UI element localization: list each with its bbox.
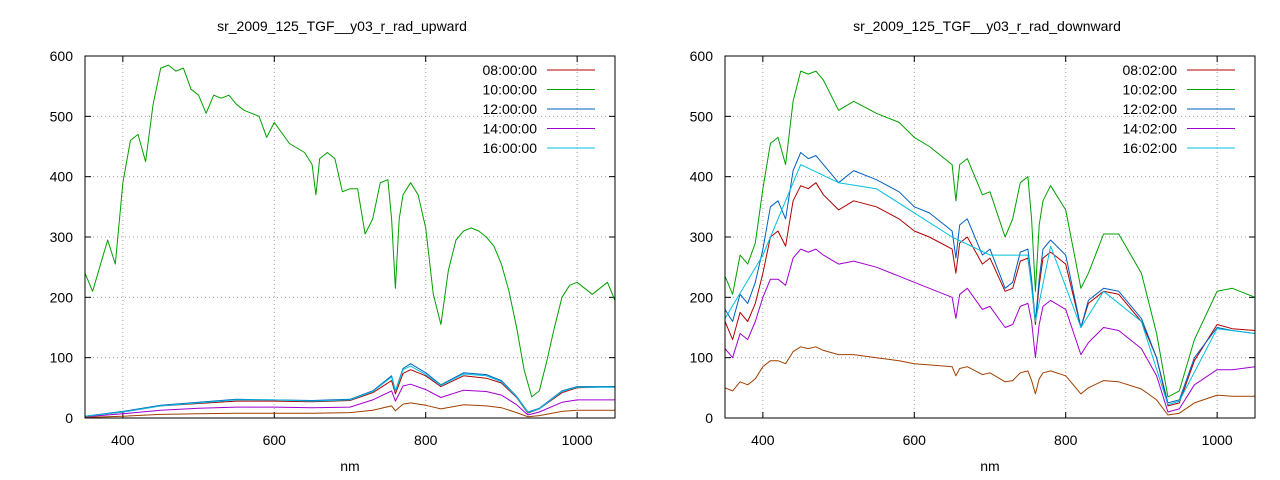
series-line-12-00-00 — [85, 363, 615, 417]
x-tick-label: 800 — [1054, 432, 1078, 448]
y-tick-label: 100 — [50, 350, 74, 366]
series-line-14-02-00 — [725, 248, 1255, 413]
x-tick-label: 400 — [111, 432, 135, 448]
y-tick-label: 500 — [50, 108, 74, 124]
y-tick-label: 0 — [705, 410, 713, 426]
y-tick-label: 500 — [690, 108, 714, 124]
y-tick-label: 300 — [690, 229, 714, 245]
y-tick-label: 600 — [690, 48, 714, 64]
x-axis-label: nm — [340, 458, 359, 474]
y-tick-label: 400 — [690, 169, 714, 185]
series-line-10-02-00 — [725, 70, 1255, 398]
series-line-16-00-00 — [85, 365, 615, 417]
series-line-14-00-00 — [85, 383, 615, 418]
legend-label: 10:02:00 — [1123, 82, 1178, 98]
x-tick-label: 800 — [414, 432, 438, 448]
x-tick-label: 1000 — [562, 432, 593, 448]
chart-panel-1: sr_2009_125_TGF__y03_r_rad_upward 0 100 200… — [50, 18, 616, 474]
x-axis-label: nm — [980, 458, 999, 474]
y-tick-label: 100 — [690, 350, 714, 366]
legend-label: 12:02:00 — [1123, 101, 1178, 117]
chart-title: sr_2009_125_TGF__y03_r_rad_upward — [217, 18, 467, 34]
legend-label: 14:02:00 — [1123, 121, 1178, 137]
series-line-extra-6 — [725, 346, 1255, 416]
legend-label: 12:00:00 — [483, 101, 538, 117]
legend-label: 16:02:00 — [1123, 140, 1178, 156]
x-tick-label: 600 — [903, 432, 927, 448]
y-tick-label: 200 — [690, 289, 714, 305]
legend-label: 08:00:00 — [483, 62, 538, 78]
legend-label: 14:00:00 — [483, 121, 538, 137]
plot-frame — [724, 55, 1256, 419]
series-line-16-02-00 — [725, 164, 1255, 406]
x-tick-label: 400 — [751, 432, 775, 448]
plot-frame — [84, 55, 616, 419]
y-tick-label: 200 — [50, 289, 74, 305]
legend-label: 16:00:00 — [483, 140, 538, 156]
chart-title: sr_2009_125_TGF__y03_r_rad_downward — [853, 18, 1121, 34]
x-tick-label: 1000 — [1202, 432, 1233, 448]
series-line-08-02-00 — [725, 182, 1255, 407]
series-line-12-02-00 — [725, 152, 1255, 404]
chart-panel-2: sr_2009_125_TGF__y03_r_rad_downward 0 100 2… — [690, 18, 1256, 474]
legend-label: 08:02:00 — [1123, 62, 1178, 78]
y-tick-label: 0 — [65, 410, 73, 426]
y-tick-label: 600 — [50, 48, 74, 64]
series-line-10-00-00 — [85, 64, 615, 398]
series-group — [725, 70, 1255, 416]
series-group — [85, 64, 615, 418]
x-tick-label: 600 — [263, 432, 287, 448]
legend-label: 10:00:00 — [483, 82, 538, 98]
y-tick-label: 400 — [50, 169, 74, 185]
y-tick-label: 300 — [50, 229, 74, 245]
series-line-extra-6 — [85, 402, 615, 418]
